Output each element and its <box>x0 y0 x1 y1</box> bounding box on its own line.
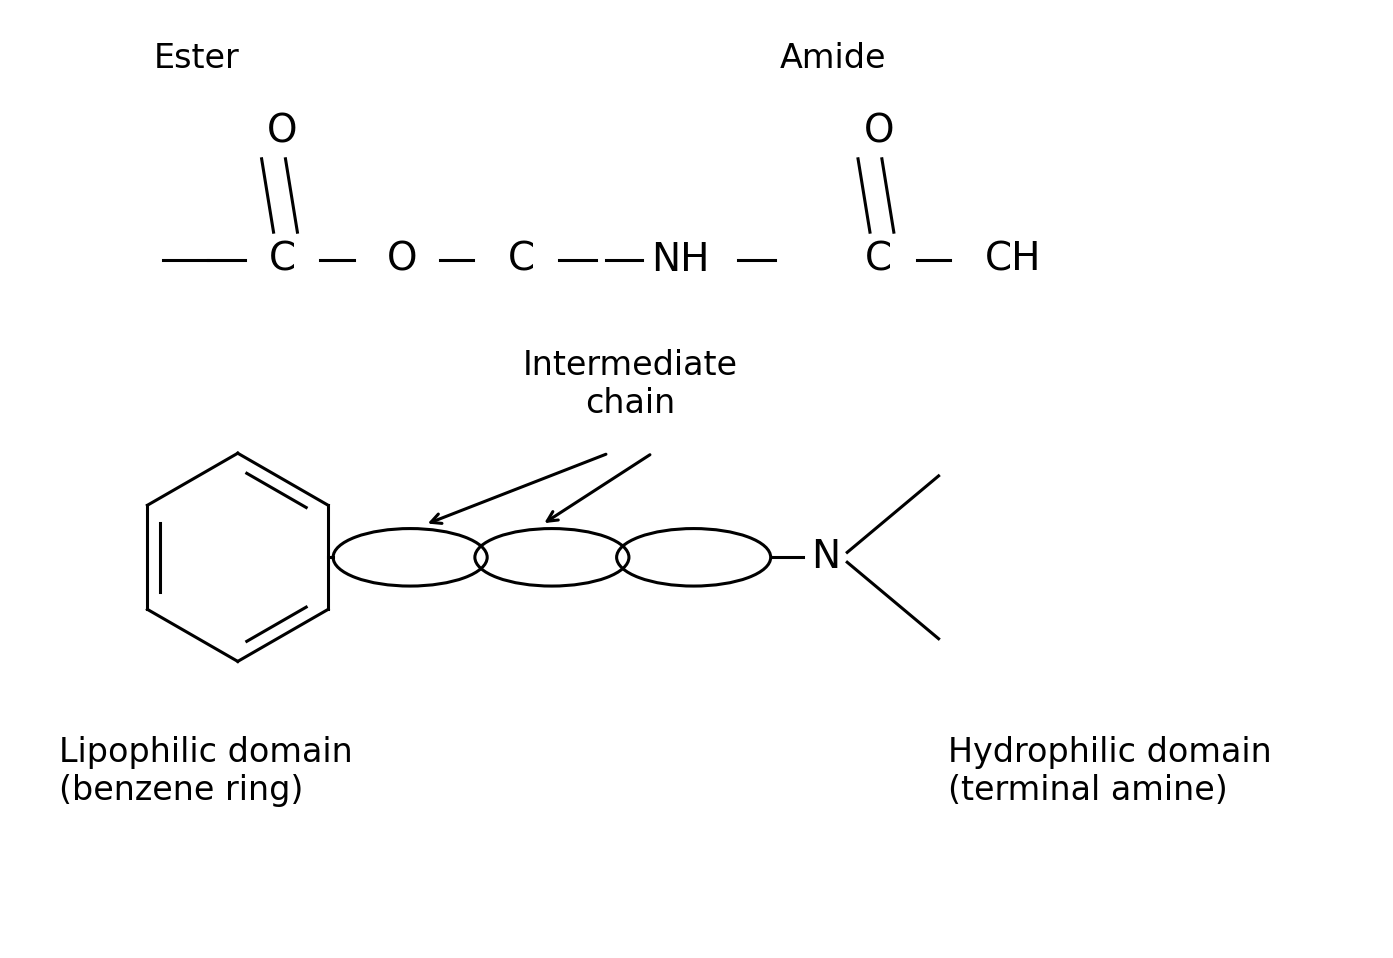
Text: Hydrophilic domain
(terminal amine): Hydrophilic domain (terminal amine) <box>949 736 1272 807</box>
Text: Ester: Ester <box>153 42 240 75</box>
Text: CH: CH <box>985 240 1042 279</box>
Text: N: N <box>811 538 840 577</box>
Text: Lipophilic domain
(benzene ring): Lipophilic domain (benzene ring) <box>59 736 352 807</box>
Text: Amide: Amide <box>780 42 886 75</box>
Text: Intermediate
chain: Intermediate chain <box>522 349 738 421</box>
Text: NH: NH <box>651 240 709 279</box>
Text: O: O <box>267 112 298 150</box>
Text: C: C <box>507 240 535 279</box>
Text: C: C <box>269 240 297 279</box>
Text: C: C <box>865 240 893 279</box>
Text: O: O <box>386 240 417 279</box>
Text: O: O <box>864 112 894 150</box>
